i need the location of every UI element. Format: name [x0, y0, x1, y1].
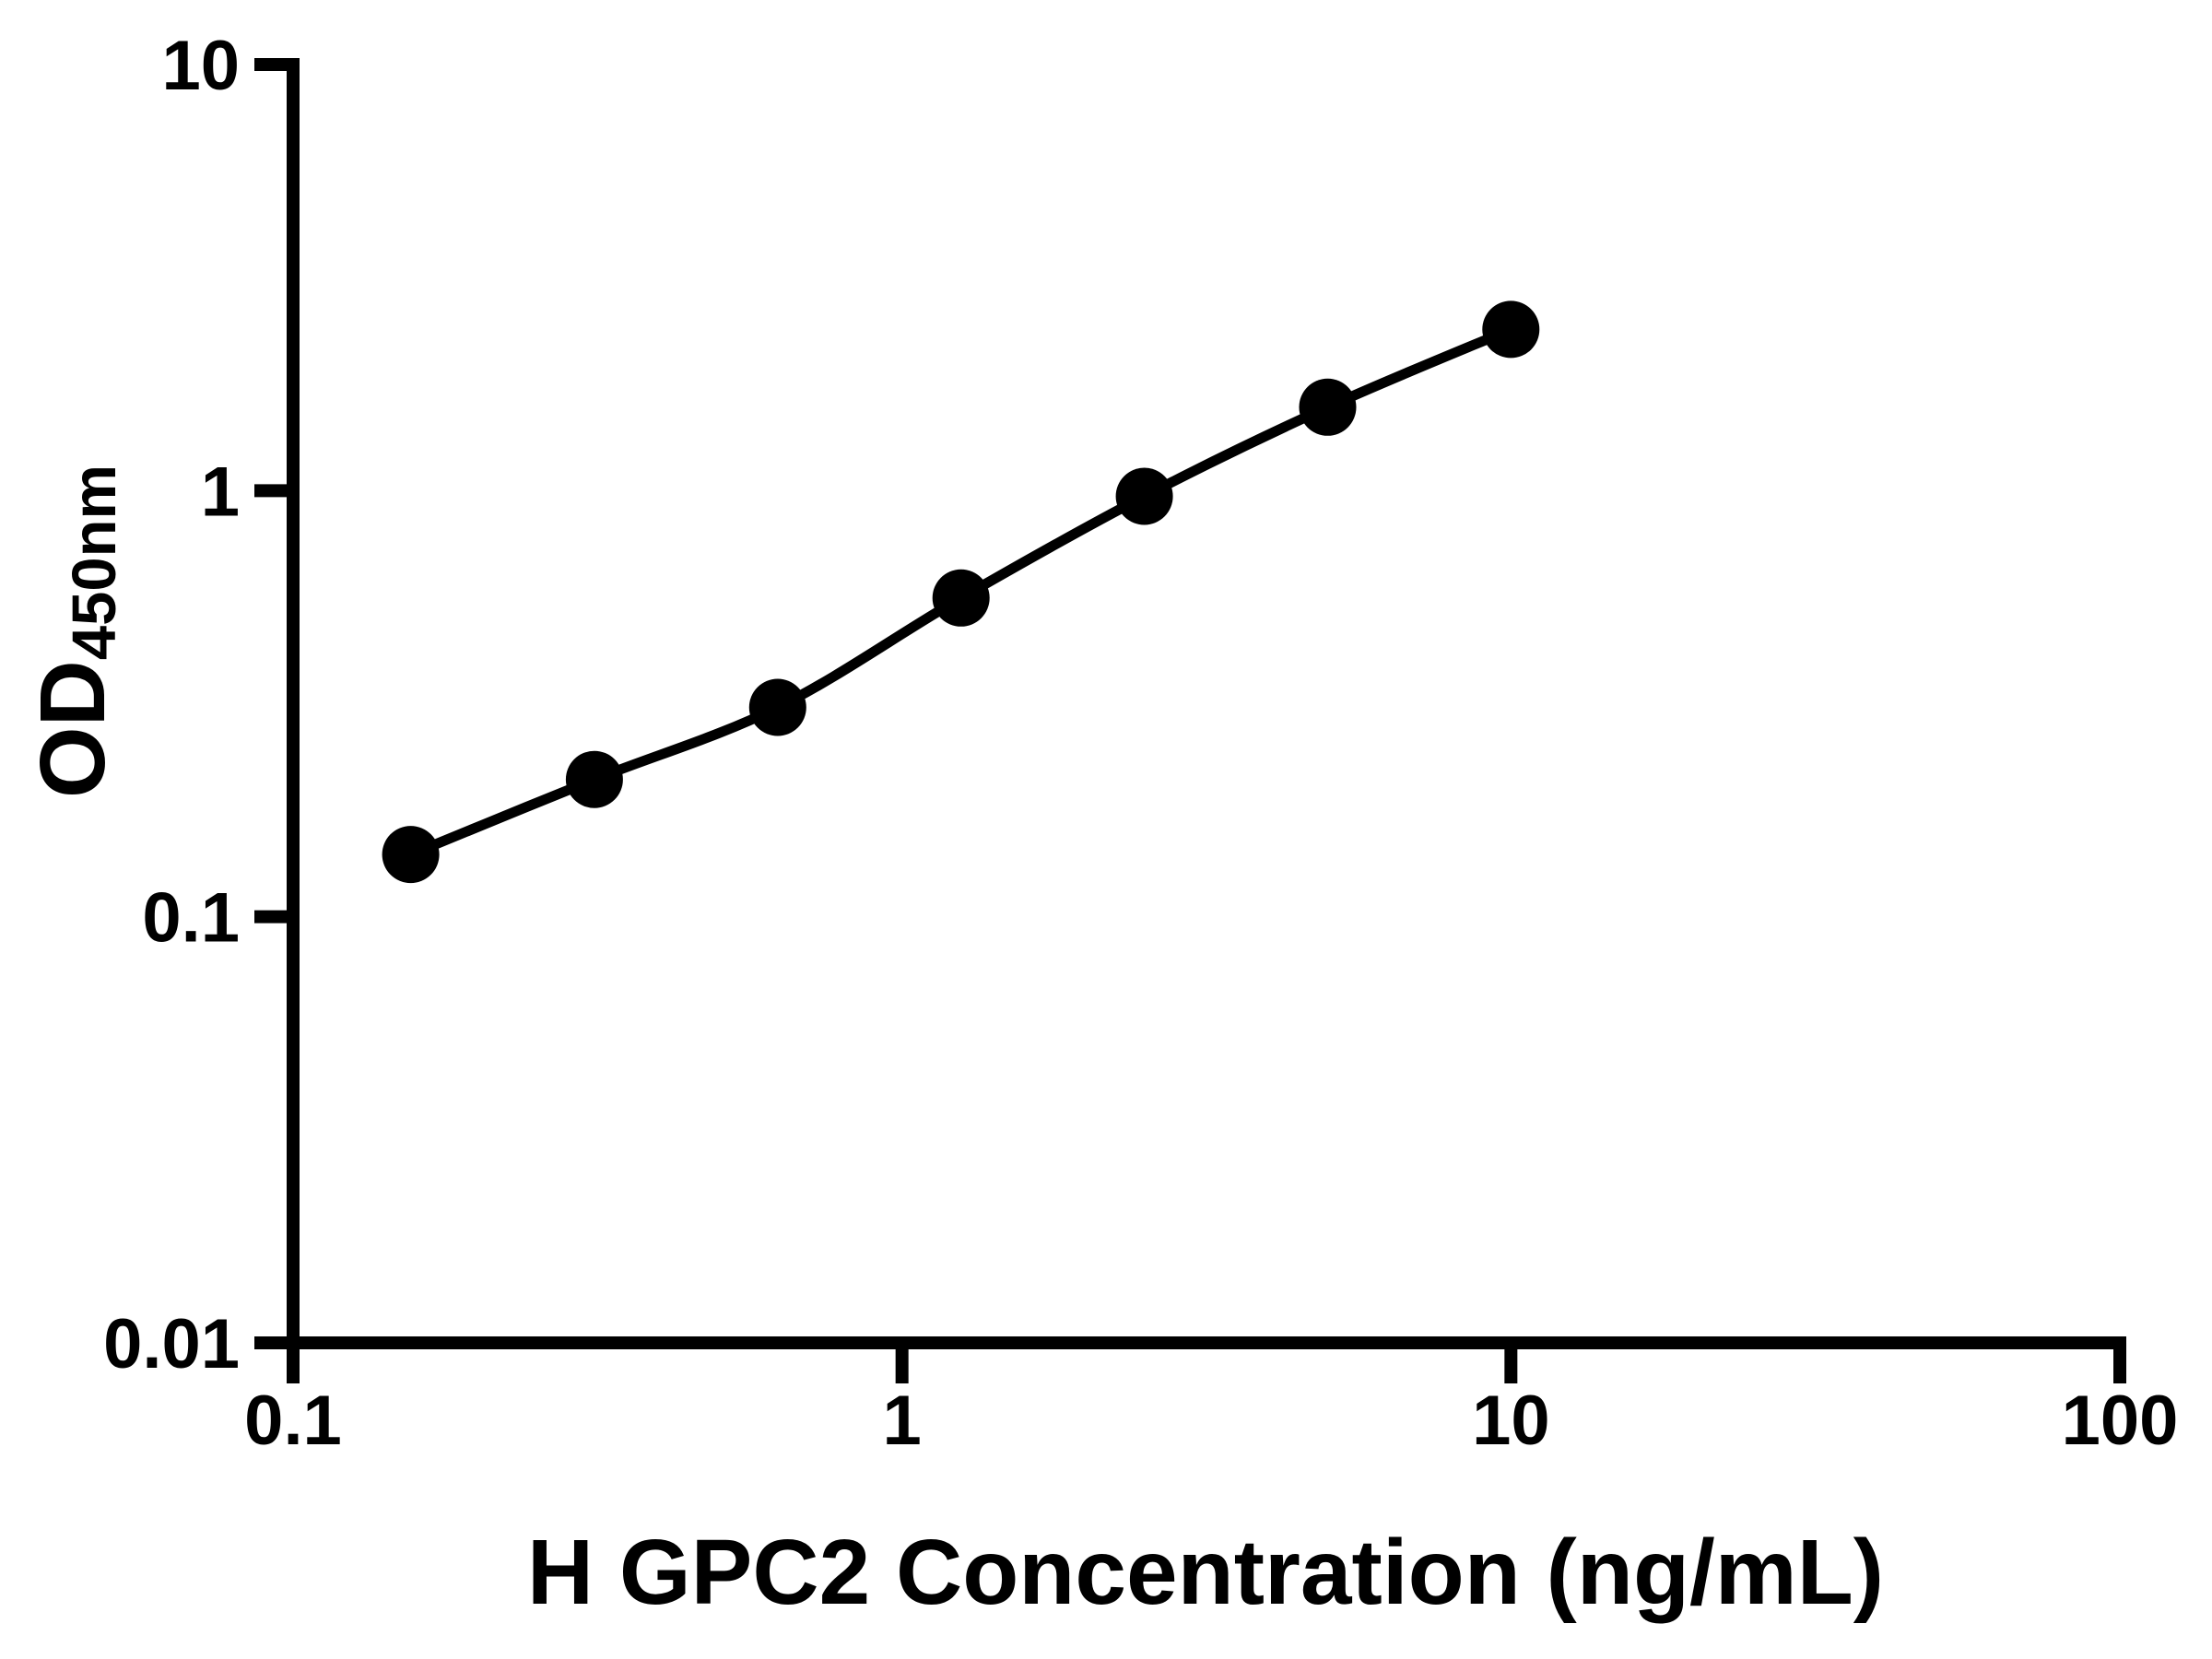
data-point — [565, 750, 623, 808]
x-tick-label: 0.1 — [244, 1382, 342, 1460]
data-point — [382, 826, 440, 884]
data-point — [1482, 300, 1540, 359]
data-point — [748, 678, 806, 736]
y-axis-title-main: OD — [21, 660, 124, 798]
y-tick-label: 10 — [161, 27, 240, 105]
data-point — [1115, 467, 1173, 525]
x-tick-labels: 0.1 1 10 100 — [244, 1382, 2178, 1460]
y-tick-label: 0.01 — [103, 1305, 240, 1383]
x-tick-label: 1 — [883, 1382, 922, 1460]
x-axis-title: H GPC2 Concentration (ng/mL) — [527, 1521, 1884, 1624]
y-tick-labels: 0.01 0.1 1 10 — [103, 27, 240, 1383]
y-axis-title-subscript: 450nm — [60, 465, 129, 660]
x-axis-ticks — [287, 1343, 2127, 1383]
x-tick-label: 10 — [1472, 1382, 1550, 1460]
x-tick-label: 100 — [2062, 1382, 2179, 1460]
data-point-markers — [382, 300, 1540, 884]
data-point — [1299, 378, 1357, 436]
data-point — [932, 569, 990, 627]
y-tick-label: 0.1 — [142, 879, 240, 958]
y-tick-label: 1 — [201, 453, 240, 531]
y-axis-title: OD450nm — [21, 465, 129, 798]
